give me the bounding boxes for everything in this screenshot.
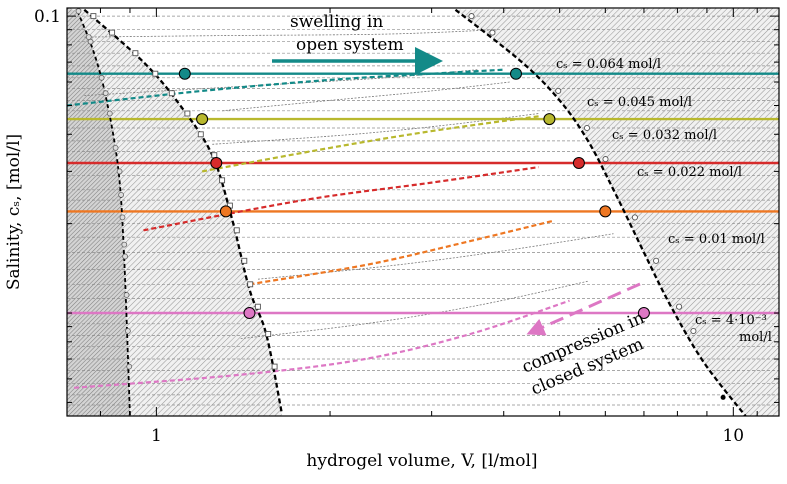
level-circle-right <box>543 113 556 126</box>
square-marker <box>219 177 226 184</box>
plot-area <box>67 8 779 416</box>
swelling-line2: open system <box>296 35 404 55</box>
level-circle-last <box>720 394 726 400</box>
square-marker <box>184 110 191 117</box>
closed-curve <box>201 115 539 173</box>
cross-marker <box>75 8 82 15</box>
level-label-unit: mol/l <box>739 330 772 345</box>
square-marker <box>132 50 139 57</box>
right-marker <box>489 29 496 36</box>
square-marker <box>241 257 248 264</box>
cross-marker <box>123 292 130 298</box>
right-marker <box>555 87 562 94</box>
right-marker <box>653 257 660 264</box>
level-labels: cₛ = 0.064 mol/l cₛ = 0.045 mol/l cₛ = 0.0… <box>556 57 772 345</box>
tick-labels: 1 10 0.1 <box>34 7 744 446</box>
level-lines <box>67 72 779 315</box>
level-label: cₛ = 4·10⁻³ <box>695 313 767 328</box>
level-label: cₛ = 0.01 mol/l <box>668 232 765 247</box>
cross-marker <box>116 168 123 175</box>
level-circle-right <box>572 157 585 169</box>
level-circles <box>178 67 726 400</box>
cross-marker <box>118 191 124 198</box>
square-marker <box>211 152 218 159</box>
square-marker <box>90 13 97 20</box>
closed-curve <box>249 219 555 286</box>
left-markers <box>75 8 697 370</box>
x-axis-label: hydrogel volume, V, [l/mol] <box>306 451 537 471</box>
level-circle-right <box>637 307 650 319</box>
level-circle-left <box>178 67 191 80</box>
plot-frame <box>66 7 780 417</box>
square-marker <box>197 131 204 138</box>
grid-lines <box>67 15 779 406</box>
boundary-right <box>454 8 747 416</box>
closed-curve <box>143 166 539 232</box>
closed-curve <box>67 68 504 107</box>
x-tick-label: 10 <box>722 426 744 446</box>
right-marker <box>468 13 475 20</box>
axis-ticks <box>66 8 780 416</box>
level-circle-left <box>243 307 256 319</box>
level-label: cₛ = 0.022 mol/l <box>637 165 742 180</box>
thin-curve <box>222 81 510 112</box>
square-marker <box>152 70 159 77</box>
boundary-far-left <box>76 10 131 416</box>
cross-marker <box>87 38 94 45</box>
cross-marker <box>119 214 126 221</box>
level-circle-right <box>599 205 612 218</box>
right-marker <box>583 124 591 132</box>
cross-marker <box>122 253 128 260</box>
square-marker <box>233 227 240 234</box>
cross-marker <box>102 90 109 97</box>
swelling-annotation: swelling in open system <box>272 12 443 75</box>
closed-curve <box>74 299 570 389</box>
square-marker <box>254 303 261 310</box>
square-marker <box>109 29 116 36</box>
x-tick-label: 1 <box>151 426 162 446</box>
right-marker <box>690 327 697 335</box>
square-marker <box>247 281 254 288</box>
cross-marker <box>98 74 105 81</box>
swelling-line1: swelling in <box>290 12 383 32</box>
level-label: cₛ = 0.045 mol/l <box>587 95 692 110</box>
y-tick-label: 0.1 <box>34 7 61 27</box>
cross-marker <box>125 328 131 334</box>
square-marker <box>168 90 175 97</box>
cross-marker <box>121 241 128 248</box>
level-label: cₛ = 0.064 mol/l <box>556 57 661 72</box>
closed-system-curves <box>67 68 570 389</box>
level-circle-left <box>196 113 209 126</box>
right-marker <box>676 303 683 310</box>
thin-curve <box>84 29 498 38</box>
right-marker <box>631 214 638 221</box>
cross-marker <box>126 363 133 370</box>
level-circle-left <box>219 205 232 218</box>
thin-curve <box>257 233 614 280</box>
square-marker <box>265 331 272 337</box>
y-axis-label: Salinity, cₛ, [mol/l] <box>4 134 24 290</box>
cross-marker <box>112 144 119 151</box>
level-label: cₛ = 0.032 mol/l <box>612 128 717 143</box>
square-marker <box>271 363 278 370</box>
level-circle-left <box>210 157 223 169</box>
right-marker <box>602 156 609 163</box>
level-circle-right <box>510 67 522 80</box>
cross-marker <box>106 110 113 117</box>
